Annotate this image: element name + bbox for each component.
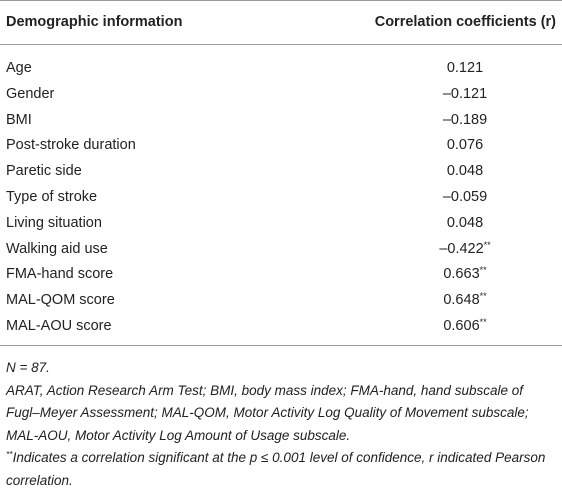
coefficient: 0.048 — [446, 163, 484, 180]
row-value: –0.059 — [365, 187, 562, 207]
row-value: –0.121 — [365, 84, 562, 104]
coefficient: –0.189 — [442, 111, 488, 128]
row-value: –0.422** — [365, 239, 562, 259]
table-notes: N = 87. ARAT, Action Research Arm Test; … — [6, 357, 558, 492]
coefficient: –0.422 — [439, 240, 484, 257]
significance-marker: ** — [479, 265, 487, 276]
coefficient: 0.606 — [443, 318, 480, 334]
row-label: Age — [6, 60, 32, 76]
coefficient: –0.059 — [442, 189, 488, 205]
coefficient: 0.076 — [446, 137, 484, 154]
row-label: BMI — [6, 111, 32, 128]
column-header: Demographic information — [6, 14, 183, 30]
row-label: Gender — [6, 85, 55, 102]
footnote-marker: ** — [6, 449, 13, 459]
row-value: 0.121 — [365, 58, 562, 78]
coefficient: 0.121 — [446, 60, 484, 76]
row-label: FMA-hand score — [6, 266, 114, 283]
row-label: Post-stroke duration — [6, 137, 136, 154]
column-header: Correlation coefficients (r) — [374, 14, 556, 30]
coefficient: 0.048 — [446, 214, 484, 231]
row-label: Living situation — [6, 214, 102, 231]
row-label: Type of stroke — [6, 189, 98, 205]
row-label: Walking aid use — [6, 240, 108, 257]
top-rule — [0, 0, 562, 1]
row-label: Paretic side — [6, 163, 82, 180]
coefficient: 0.648 — [443, 292, 480, 309]
coefficient: 0.663 — [443, 266, 480, 283]
row-label: MAL-QOM score — [6, 292, 115, 309]
header-rule — [0, 44, 562, 45]
row-label: MAL-AOU score — [6, 318, 112, 334]
significance-marker: ** — [483, 239, 491, 250]
footnote-text: Indicates a correlation significant at t… — [6, 450, 546, 488]
row-value: 0.076 — [365, 135, 562, 155]
bottom-rule — [0, 345, 562, 346]
note: ARAT, Action Research Arm Test; BMI, bod… — [6, 382, 529, 443]
row-value: 0.048 — [365, 213, 562, 233]
row-value: 0.606** — [365, 316, 562, 336]
significance-marker: ** — [479, 291, 487, 302]
coefficient: –0.121 — [442, 85, 488, 102]
row-value: 0.648** — [365, 290, 562, 310]
significance-marker: ** — [479, 317, 487, 327]
row-value: 0.663** — [365, 264, 562, 284]
note: N = 87. — [6, 360, 50, 375]
row-value: 0.048 — [365, 161, 562, 181]
row-value: –0.189 — [365, 110, 562, 130]
note: **Indicates a correlation significant at… — [6, 447, 558, 492]
